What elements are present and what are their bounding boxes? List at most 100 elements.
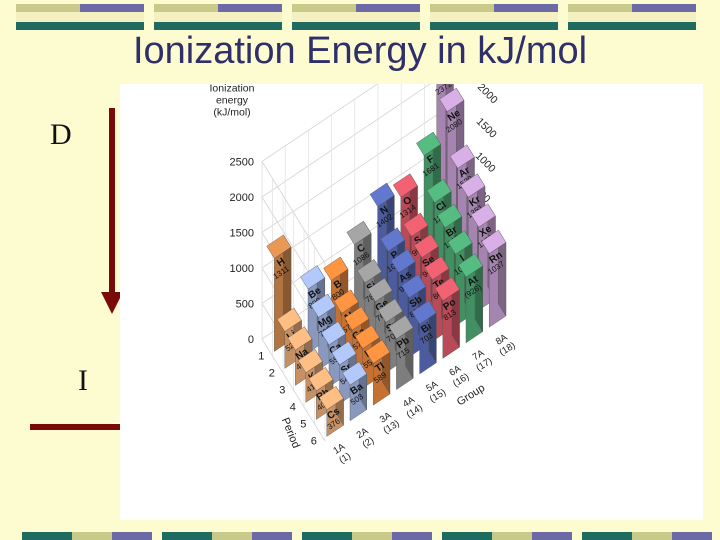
bar-top-face bbox=[390, 249, 416, 274]
element-symbol: Ar bbox=[457, 165, 472, 180]
bar-top-face bbox=[380, 227, 406, 252]
bar-top-face bbox=[331, 341, 357, 366]
z-tick-label: 2000 bbox=[230, 192, 254, 204]
bar-top-face bbox=[413, 233, 439, 258]
z-tick-label: 1500 bbox=[230, 228, 254, 240]
stripe-tile bbox=[430, 4, 558, 30]
z-tick-label: 500 bbox=[236, 299, 254, 311]
stripe-tile bbox=[154, 4, 282, 30]
group-tick-number: (2) bbox=[360, 435, 376, 450]
trend-down-label: D bbox=[50, 118, 72, 151]
bar-top-face bbox=[403, 212, 429, 237]
element-symbol: Kr bbox=[467, 194, 482, 209]
period-tick-label: 3 bbox=[279, 385, 285, 397]
bar-top-face bbox=[416, 131, 441, 156]
bar-top-face bbox=[287, 326, 313, 351]
ionization-energy-chart: 0 500 1000 1500 2000 2500 Ionization energy (kJ/… bbox=[120, 84, 703, 520]
bar-top-face bbox=[449, 144, 475, 169]
bar-top-face bbox=[392, 173, 418, 198]
group-tick: 6A(16) bbox=[447, 363, 471, 390]
element-symbol: F bbox=[425, 154, 436, 167]
bar-top-face bbox=[354, 324, 380, 349]
bar-top-face bbox=[369, 182, 395, 207]
group-tick: 2A(2) bbox=[355, 425, 377, 450]
z-tick-label-right: 1500 bbox=[474, 116, 499, 141]
stripe-tile bbox=[582, 532, 712, 540]
bar-top-face bbox=[388, 315, 414, 340]
z-tick-label: 1000 bbox=[230, 263, 254, 275]
z-axis-title-line: (kJ/mol) bbox=[213, 107, 250, 119]
bar-top-face bbox=[357, 259, 382, 284]
stripe-tile bbox=[292, 4, 420, 30]
bar-top-face bbox=[367, 277, 393, 302]
bar-top-face bbox=[401, 274, 427, 299]
stripe-tile bbox=[22, 532, 152, 540]
bar-top-face bbox=[481, 229, 507, 254]
bar-top-face bbox=[300, 265, 325, 290]
bar-top-face bbox=[365, 339, 391, 364]
bar-top-face bbox=[411, 300, 437, 325]
period-tick-label: 5 bbox=[300, 419, 306, 431]
bar-top-face bbox=[346, 220, 372, 245]
z-tick-label: 0 bbox=[248, 334, 254, 346]
group-tick-number: (1) bbox=[337, 451, 353, 466]
group-tick: 4A(14) bbox=[401, 394, 425, 421]
stripe-tile bbox=[442, 532, 572, 540]
bar-top-face bbox=[434, 276, 460, 301]
z-axis-title-line: energy bbox=[216, 95, 249, 107]
z-axis-title: Ionization energy (kJ/mol) bbox=[210, 84, 255, 119]
bars: He2372H1311Ne2080F1681O1314N1402C1086B80… bbox=[266, 84, 507, 437]
bar-top-face bbox=[342, 361, 367, 386]
grid-line bbox=[261, 84, 378, 162]
period-axis-title: Period bbox=[279, 416, 302, 450]
group-tick: 1A(1) bbox=[331, 441, 353, 466]
bar-top-face bbox=[297, 348, 323, 373]
z-tick-label-right: 2000 bbox=[475, 84, 500, 106]
period-tick-label: 1 bbox=[258, 351, 264, 363]
stripe-tile bbox=[568, 4, 696, 30]
top-decorative-stripes bbox=[0, 4, 720, 32]
period-tick-label: 6 bbox=[311, 436, 317, 448]
stripe-tile bbox=[162, 532, 292, 540]
z-tick-label-right: 1000 bbox=[473, 150, 498, 175]
chart-svg: 0 500 1000 1500 2000 2500 Ionization energy (kJ/… bbox=[210, 84, 518, 466]
group-tick: 3A(13) bbox=[378, 410, 402, 437]
bar-top-face bbox=[266, 234, 292, 259]
bar-top-face bbox=[470, 203, 496, 228]
bar-top-face bbox=[460, 173, 486, 198]
element-symbol: Br bbox=[444, 224, 459, 239]
trend-across-label: I bbox=[78, 364, 88, 397]
bar-top-face bbox=[439, 87, 465, 112]
z-tick-label: 2500 bbox=[230, 157, 254, 169]
element-symbol: I bbox=[458, 253, 467, 264]
bar-top-face bbox=[437, 203, 462, 228]
group-tick: 8A(18) bbox=[494, 332, 518, 359]
bar-top-face bbox=[424, 256, 450, 280]
bar-top-face bbox=[276, 307, 302, 332]
group-tick: 5A(15) bbox=[424, 379, 448, 406]
bar-top-face bbox=[333, 289, 359, 314]
bar-at: At(926) bbox=[458, 252, 483, 344]
bar-top-face bbox=[447, 230, 473, 255]
bar-top-face bbox=[310, 293, 336, 318]
bar-top-face bbox=[344, 306, 370, 331]
group-tick: 7A(17) bbox=[471, 347, 495, 374]
period-tick-label: 4 bbox=[290, 402, 296, 414]
bar-top-face bbox=[378, 298, 403, 323]
bar-top-face bbox=[426, 178, 452, 203]
bar-top-face bbox=[323, 256, 349, 281]
bar-top-face bbox=[318, 386, 344, 410]
bar-top-face bbox=[308, 367, 334, 392]
bar-top-face bbox=[321, 321, 346, 346]
stripe-tile bbox=[16, 4, 144, 30]
bottom-decorative-stripes bbox=[0, 532, 720, 540]
element-symbol: S bbox=[412, 234, 424, 247]
stripe-tile bbox=[302, 532, 432, 540]
